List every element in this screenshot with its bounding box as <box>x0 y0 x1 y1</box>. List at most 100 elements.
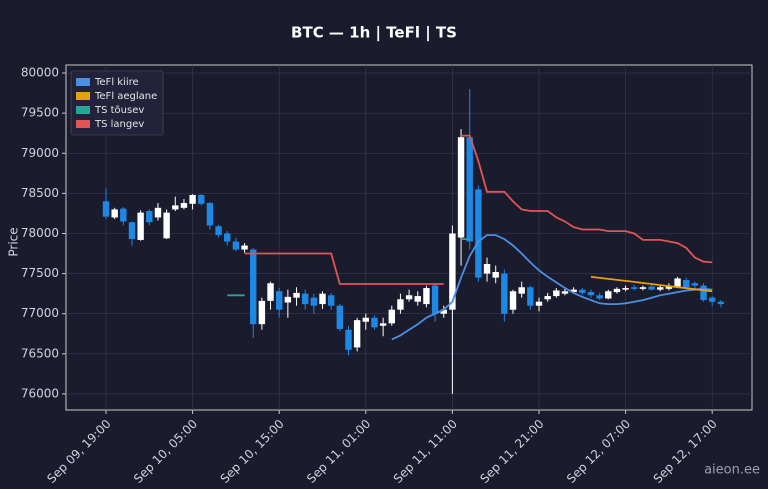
candle-body <box>353 320 361 348</box>
y-tick-label: 77000 <box>21 306 59 320</box>
legend-swatch <box>76 78 90 86</box>
candle-body <box>362 317 369 322</box>
candle-body <box>483 263 491 274</box>
legend-swatch <box>76 106 90 114</box>
candle-body <box>146 211 153 223</box>
candle-body <box>639 287 647 289</box>
candle-body <box>102 201 110 217</box>
x-tick-label: Sep 11, 11:00 <box>391 417 460 486</box>
candle-body <box>544 296 551 300</box>
indicator-line <box>391 234 713 341</box>
candle-body <box>561 291 569 294</box>
x-tick-label: Sep 11, 21:00 <box>477 417 546 486</box>
y-tick-label: 76500 <box>21 346 59 360</box>
candle-body <box>250 249 257 325</box>
candle-body <box>293 292 300 298</box>
legend-label: TeFl aeglane <box>94 91 157 102</box>
candle-body <box>327 295 335 306</box>
candle-body <box>518 287 525 294</box>
candle-body <box>657 287 664 290</box>
candle-body <box>345 329 352 350</box>
candle-body <box>665 285 673 289</box>
indicator-line <box>590 275 713 293</box>
candle-body <box>310 297 318 306</box>
candle-body <box>284 296 292 303</box>
x-tick-label: Sep 12, 07:00 <box>564 417 633 486</box>
candle-body <box>717 301 725 305</box>
candle-body <box>457 137 465 238</box>
candle-body <box>224 233 231 242</box>
legend-swatch <box>76 120 90 128</box>
candle-body <box>319 293 326 305</box>
candle-body <box>700 285 707 301</box>
indicator-line <box>227 238 470 297</box>
candle-body <box>674 278 681 287</box>
indicator-line <box>244 134 713 285</box>
candle-body <box>587 292 595 296</box>
candle-body <box>215 226 222 236</box>
candle-body <box>535 301 543 306</box>
candle-body <box>258 300 266 325</box>
legend-label: TS tõusev <box>94 105 144 116</box>
candle-body <box>622 288 629 290</box>
candle-body <box>596 295 603 299</box>
y-tick-label: 77500 <box>21 266 59 280</box>
y-tick-label: 79000 <box>21 146 59 160</box>
candle-body <box>527 287 534 306</box>
candle-body <box>631 287 638 289</box>
candle-body <box>509 291 517 310</box>
candle-body <box>388 309 395 324</box>
candle-body <box>405 295 413 300</box>
x-tick-label: Sep 09, 19:00 <box>44 417 113 486</box>
chart-title: BTC — 1h | TeFl | TS <box>291 24 457 43</box>
candle-body <box>163 212 170 239</box>
candle-body <box>579 289 586 293</box>
candle-body <box>241 245 248 250</box>
candle-body <box>570 289 577 293</box>
candle-body <box>475 189 482 278</box>
legend-box <box>70 70 164 136</box>
x-tick-label: Sep 11, 01:00 <box>304 417 373 486</box>
y-tick-label: 78000 <box>21 226 59 240</box>
watermark: aieon.ee <box>704 463 760 478</box>
candle-body <box>423 288 430 305</box>
legend-swatch <box>76 92 90 100</box>
candle-body <box>301 293 309 305</box>
legend-label: TeFl kiire <box>94 77 139 88</box>
candle-body <box>180 203 188 208</box>
candle-body <box>709 297 716 302</box>
candle-body <box>683 280 690 288</box>
candle-body <box>336 305 344 329</box>
legend-label: TS langev <box>94 119 144 130</box>
candle-body <box>120 208 127 222</box>
candle-body <box>137 212 144 240</box>
candle-body <box>397 299 404 310</box>
candle-body <box>648 286 655 290</box>
candle-body <box>371 317 378 328</box>
candle-body <box>189 194 196 204</box>
candle-body <box>691 283 699 286</box>
y-tick-label: 79500 <box>21 106 59 120</box>
candle-body <box>198 194 205 204</box>
plot-area <box>65 64 753 411</box>
candle-body <box>206 203 214 226</box>
candle-body <box>440 309 447 314</box>
candle-body <box>154 207 162 218</box>
candle-body <box>492 272 499 278</box>
candle-body <box>466 137 473 242</box>
y-tick-label: 76000 <box>21 386 59 400</box>
candle-body <box>267 283 274 301</box>
candle-body <box>379 323 387 326</box>
candle-body <box>414 296 421 302</box>
x-tick-label: Sep 10, 15:00 <box>218 417 287 486</box>
candle-body <box>605 291 612 299</box>
candle-body <box>449 233 456 310</box>
x-tick-label: Sep 10, 05:00 <box>131 417 200 486</box>
candle-body <box>553 290 560 297</box>
candle-body <box>172 205 179 210</box>
candle-body <box>501 273 508 314</box>
candle-body <box>431 285 439 314</box>
candle-body <box>232 241 240 250</box>
y-tick-label: 80000 <box>21 66 59 80</box>
